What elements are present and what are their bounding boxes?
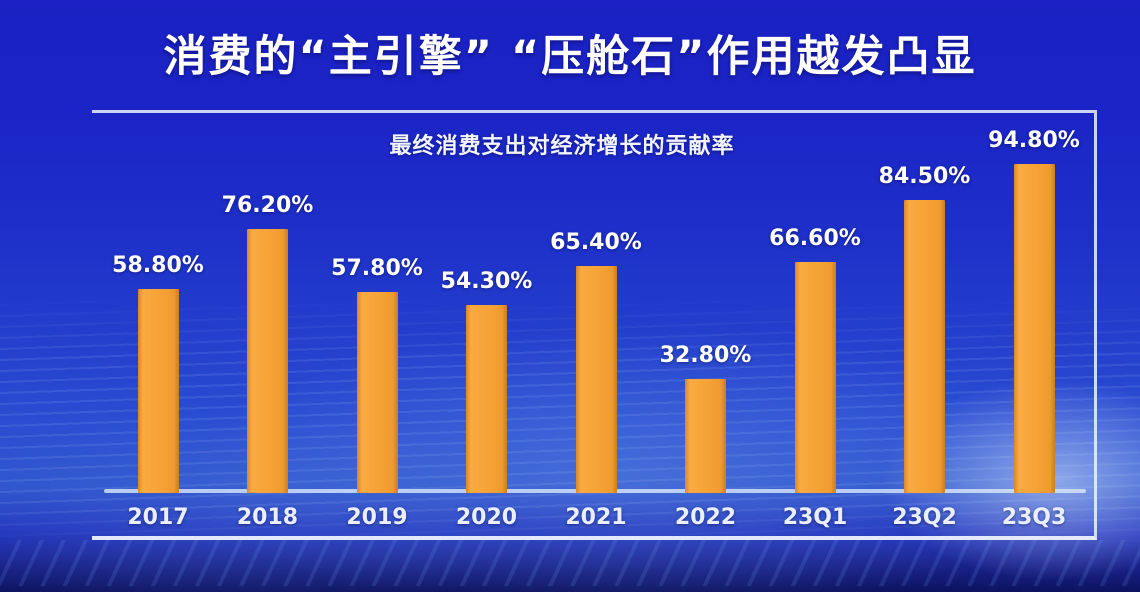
bar-value-label: 94.80% bbox=[988, 128, 1080, 153]
bar bbox=[466, 305, 507, 493]
bar bbox=[904, 200, 945, 493]
x-axis-label: 23Q1 bbox=[782, 505, 848, 530]
bar bbox=[137, 289, 179, 493]
x-axis-label: 2018 bbox=[236, 505, 299, 530]
bar-value-label: 58.80% bbox=[112, 253, 204, 278]
x-axis-label: 2022 bbox=[674, 505, 737, 530]
bar-value-label: 84.50% bbox=[878, 164, 971, 189]
bar bbox=[575, 266, 617, 493]
bar-value-label: 65.40% bbox=[550, 230, 642, 255]
bar bbox=[1013, 164, 1055, 493]
chart-frame bbox=[92, 110, 1097, 540]
chart-title: 最终消费支出对经济增长的贡献率 bbox=[389, 134, 735, 159]
slide-title: 消费的“主引擎” “压舱石”作用越发凸显 bbox=[163, 32, 977, 82]
bar bbox=[247, 229, 288, 493]
x-axis-label: 23Q3 bbox=[1001, 505, 1067, 530]
bar-value-label: 54.30% bbox=[440, 269, 533, 294]
x-axis-label: 2020 bbox=[455, 505, 518, 530]
bar-value-label: 66.60% bbox=[769, 226, 861, 251]
x-axis-label: 23Q2 bbox=[892, 505, 957, 530]
x-axis-label: 2017 bbox=[127, 505, 189, 530]
x-axis-label: 2019 bbox=[346, 505, 408, 530]
x-axis-label: 2021 bbox=[565, 505, 627, 530]
bar bbox=[685, 379, 726, 493]
bar bbox=[794, 262, 836, 493]
bar bbox=[356, 292, 398, 493]
bar-value-label: 32.80% bbox=[659, 343, 752, 368]
bar-value-label: 76.20% bbox=[221, 193, 314, 218]
